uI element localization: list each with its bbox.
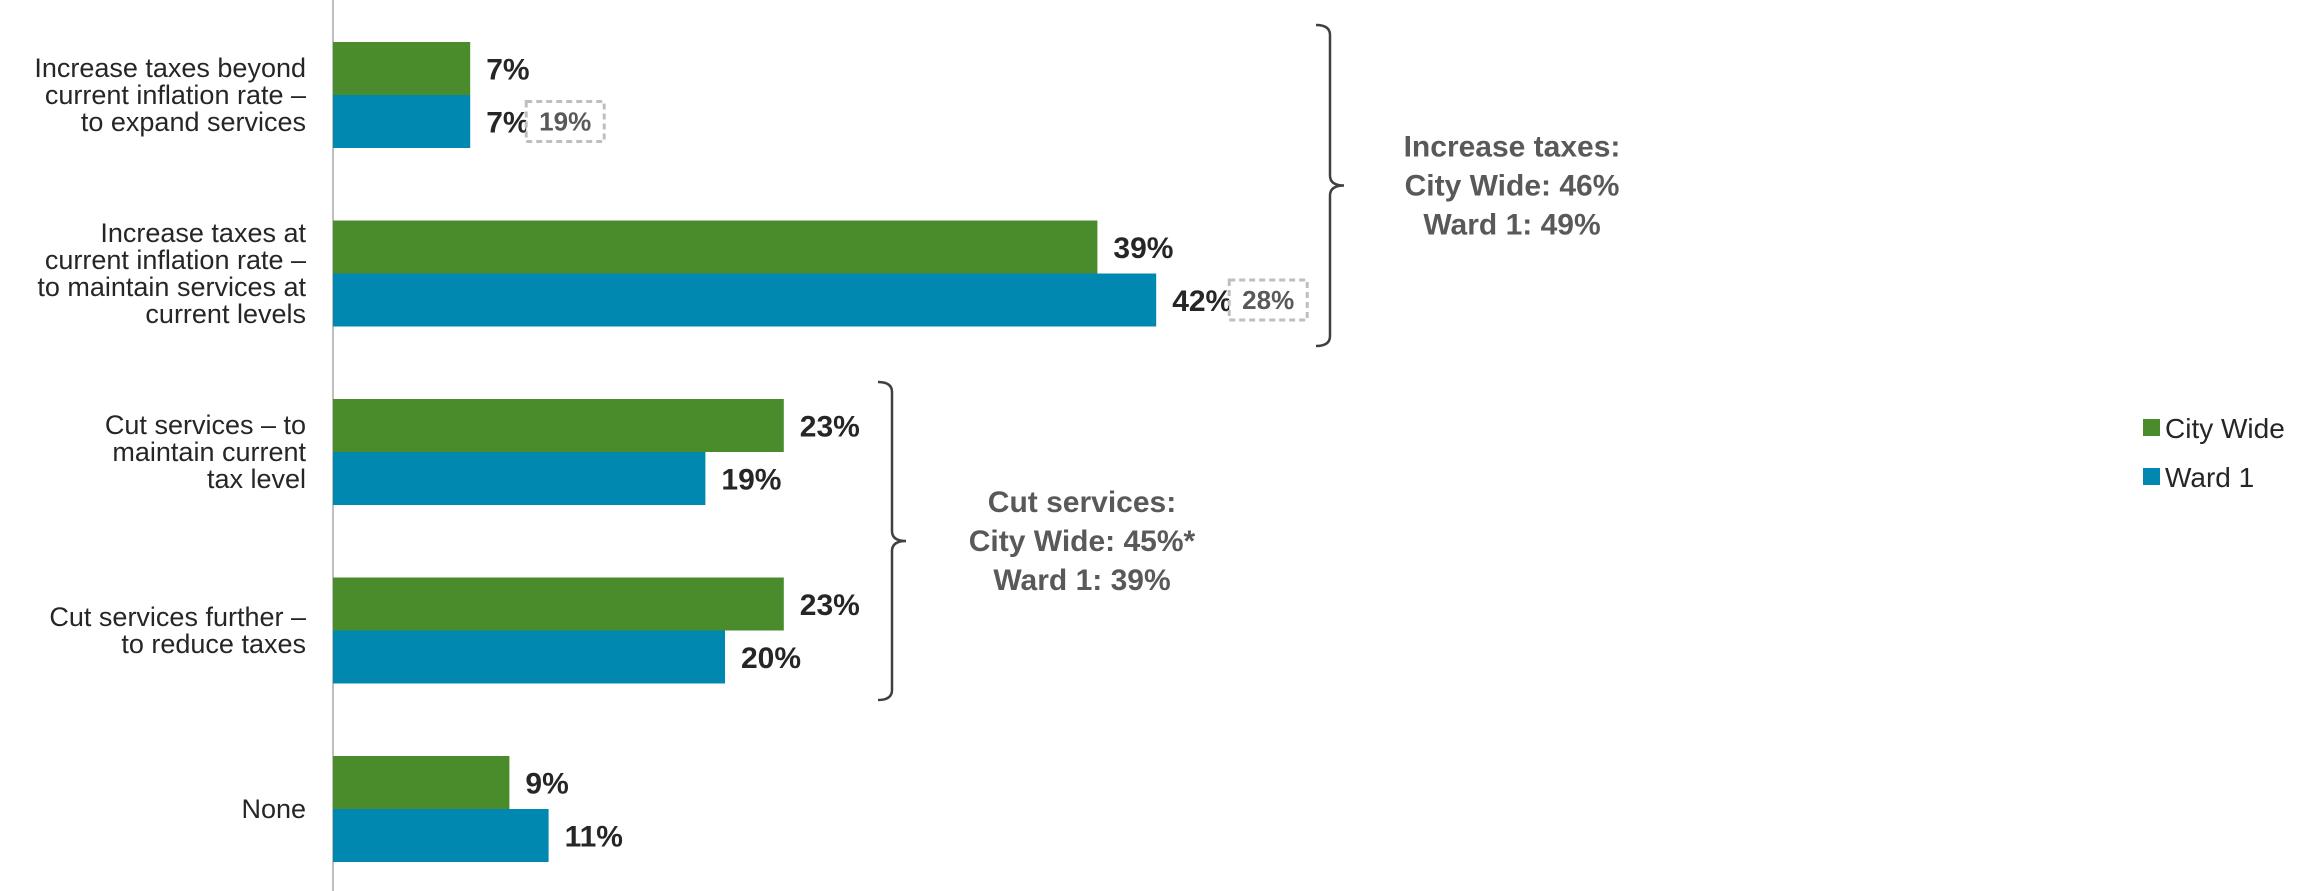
legend-label: Ward 1 — [2165, 462, 2254, 493]
comparison-box — [1227, 278, 1309, 322]
comparison-box-label: 19% — [539, 107, 591, 137]
group-annotation-line: Increase taxes: — [1404, 131, 1621, 164]
comparison-box — [524, 100, 606, 143]
bar-ward-1 — [333, 809, 549, 862]
bar-ward-1 — [333, 273, 1157, 327]
legend-label: City Wide — [2165, 413, 2285, 444]
category-label-line: Cut services further – — [49, 602, 306, 632]
category-label-line: current inflation rate – — [45, 80, 306, 110]
bar-city-wide — [333, 577, 784, 631]
group-annotation-line: Cut services: — [988, 486, 1176, 519]
category-label-line: maintain current — [112, 437, 306, 467]
group-brace — [877, 380, 907, 702]
category-label: Increase taxes beyond current inflation r… — [34, 53, 306, 137]
bar-value-label: 23% — [800, 411, 860, 444]
bar-value-label: 7% — [486, 107, 529, 140]
bar-value-label: 7% — [486, 54, 529, 87]
bar-ward-1 — [333, 452, 706, 505]
category-label-line: to reduce taxes — [121, 629, 306, 659]
bar-city-wide — [333, 399, 784, 452]
bar-city-wide — [333, 220, 1098, 274]
legend-swatch — [2143, 419, 2160, 436]
group-annotation-line: Ward 1: 39% — [993, 564, 1170, 597]
bar-ward-1 — [333, 95, 471, 148]
category-label: None — [241, 794, 306, 824]
bar-value-label: 20% — [741, 642, 801, 675]
bar-value-label: 9% — [525, 768, 568, 801]
bar-city-wide — [333, 756, 510, 809]
group-annotation-line: City Wide: 46% — [1405, 170, 1620, 203]
category-label-line: to maintain services at — [37, 272, 306, 302]
group-annotation-line: Ward 1: 49% — [1423, 209, 1600, 242]
category-label-line: to expand services — [81, 107, 306, 137]
category-label-line: current levels — [145, 299, 306, 329]
category-label: Increase taxes at current inflation rate … — [37, 218, 306, 329]
category-label-line: tax level — [207, 464, 306, 494]
comparison-box-label: 28% — [1242, 285, 1294, 315]
category-label-line: None — [241, 794, 306, 824]
bar-city-wide — [333, 42, 471, 95]
legend-swatch — [2143, 468, 2160, 485]
group-annotation-line: City Wide: 45%* — [969, 525, 1196, 558]
bar-value-label: 23% — [800, 589, 860, 622]
category-label: Cut services further – to reduce taxes — [49, 602, 306, 659]
bar-value-label: 42% — [1172, 285, 1232, 318]
category-label-line: Increase taxes at — [100, 218, 306, 248]
group-brace — [1315, 23, 1345, 348]
bar-ward-1 — [333, 630, 725, 684]
bar-value-label: 11% — [565, 821, 623, 854]
category-label-line: Increase taxes beyond — [34, 53, 306, 83]
category-label: Cut services – to maintain current tax lev… — [105, 410, 307, 494]
bar-value-label: 19% — [721, 464, 781, 497]
category-label-line: current inflation rate – — [45, 245, 306, 275]
bar-value-label: 39% — [1113, 232, 1173, 265]
category-label-line: Cut services – to — [105, 410, 306, 440]
